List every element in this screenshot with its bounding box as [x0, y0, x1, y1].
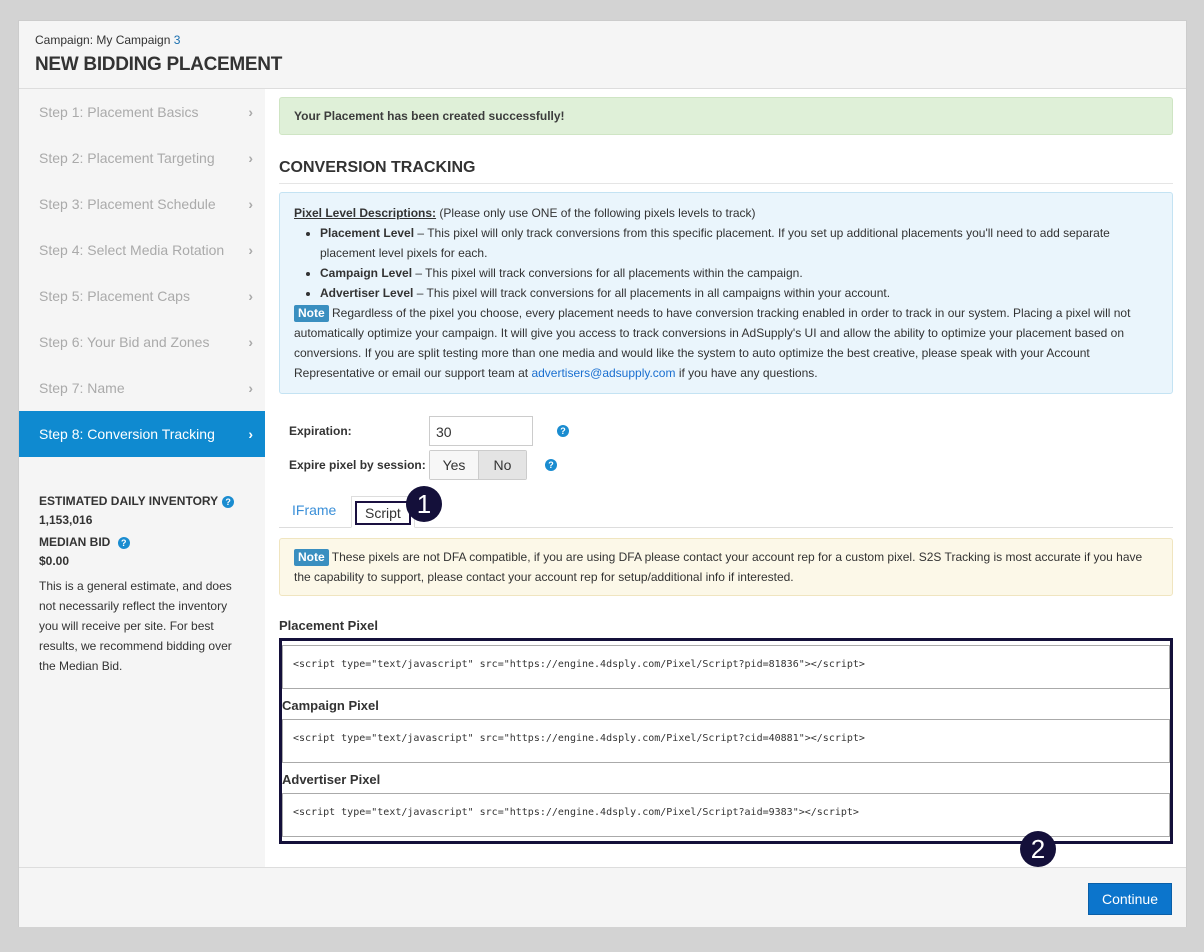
callout-1: 1: [406, 486, 442, 522]
warning-text: These pixels are not DFA compatible, if …: [294, 550, 1143, 584]
expiration-label: Expiration:: [289, 424, 352, 438]
chevron-right-icon: ›: [248, 196, 253, 212]
level-desc: – This pixel will track conversions for …: [412, 266, 803, 280]
estimate-note: This is a general estimate, and does not…: [39, 579, 232, 673]
pixel-code-box: <script type="text/javascript" src="http…: [279, 638, 1173, 867]
chevron-right-icon: ›: [248, 150, 253, 166]
chevron-right-icon: ›: [248, 426, 253, 442]
list-item: Advertiser Level – This pixel will track…: [320, 283, 1158, 303]
continue-button[interactable]: Continue: [1087, 883, 1172, 915]
session-yes-button[interactable]: Yes: [430, 451, 478, 479]
sidebar-step-3[interactable]: Step 3: Placement Schedule ›: [19, 181, 265, 227]
step-label: Step 1: Placement Basics: [39, 104, 199, 120]
list-item: Campaign Level – This pixel will track c…: [320, 263, 1158, 283]
main-content: Your Placement has been created successf…: [279, 97, 1173, 867]
level-term: Campaign Level: [320, 266, 413, 280]
footer: Continue: [19, 867, 1186, 927]
chevron-right-icon: ›: [248, 380, 253, 396]
note-end: if you have any questions.: [675, 366, 818, 380]
pixels-section: Placement Pixel <script type="text/javas…: [279, 618, 1173, 867]
sidebar-step-1[interactable]: Step 1: Placement Basics ›: [19, 89, 265, 135]
step-label: Step 7: Name: [39, 380, 125, 396]
chevron-right-icon: ›: [248, 334, 253, 350]
expiration-input[interactable]: 30: [429, 416, 533, 446]
session-toggle: Yes No: [429, 450, 527, 480]
pixel-level-list: Placement Level – This pixel will only t…: [320, 223, 1158, 303]
note-badge: Note: [294, 305, 329, 322]
page-title: NEW BIDDING PLACEMENT: [35, 54, 283, 75]
help-icon[interactable]: ?: [557, 425, 569, 437]
list-item: Placement Level – This pixel will only t…: [320, 223, 1158, 263]
step-label: Step 8: Conversion Tracking: [39, 426, 215, 442]
help-icon[interactable]: ?: [117, 536, 130, 549]
sidebar: Step 1: Placement Basics › Step 2: Placeme…: [19, 89, 265, 867]
success-alert: Your Placement has been created successf…: [279, 97, 1173, 135]
info-heading-note: (Please only use ONE of the following pi…: [436, 206, 756, 220]
chevron-right-icon: ›: [248, 242, 253, 258]
estimate-panel: ESTIMATED DAILY INVENTORY? 1,153,016 MED…: [19, 494, 265, 676]
inventory-heading: ESTIMATED DAILY INVENTORY?: [39, 494, 245, 508]
note-text: Regardless of the pixel you choose, ever…: [294, 306, 1131, 380]
sidebar-step-5[interactable]: Step 5: Placement Caps ›: [19, 273, 265, 319]
support-email-link[interactable]: advertisers@adsupply.com: [531, 366, 676, 380]
chevron-right-icon: ›: [248, 104, 253, 120]
advertiser-pixel-code[interactable]: <script type="text/javascript" src="http…: [282, 793, 1170, 837]
median-heading: MEDIAN BID ?: [39, 535, 245, 549]
section-title: CONVERSION TRACKING: [279, 159, 1173, 184]
tab-script-label: Script: [355, 501, 411, 525]
header: Campaign: My Campaign 3 NEW BIDDING PLAC…: [19, 21, 1186, 89]
campaign-pixel-label: Campaign Pixel: [282, 698, 379, 713]
sidebar-step-7[interactable]: Step 7: Name ›: [19, 365, 265, 411]
campaign-link[interactable]: 3: [173, 33, 181, 47]
campaign-label: Campaign: My Campaign: [35, 33, 174, 47]
placement-pixel-code[interactable]: <script type="text/javascript" src="http…: [282, 645, 1170, 689]
session-no-button[interactable]: No: [478, 451, 526, 479]
level-desc: – This pixel will only track conversions…: [320, 226, 1110, 260]
inventory-label: ESTIMATED DAILY INVENTORY: [39, 494, 219, 508]
inventory-value: 1,153,016: [39, 513, 93, 527]
tab-iframe[interactable]: IFrame: [292, 502, 337, 518]
sidebar-step-6[interactable]: Step 6: Your Bid and Zones ›: [19, 319, 265, 365]
level-desc: – This pixel will track conversions for …: [413, 286, 891, 300]
chevron-right-icon: ›: [248, 288, 253, 304]
sidebar-step-8[interactable]: Step 8: Conversion Tracking ›: [19, 411, 265, 457]
pixel-settings-form: Expiration: 30 ? Expire pixel by session…: [279, 416, 1173, 480]
pixel-tabs: IFrame Script 1: [279, 486, 1173, 528]
step-label: Step 2: Placement Targeting: [39, 150, 215, 166]
step-label: Step 6: Your Bid and Zones: [39, 334, 210, 350]
median-value: $0.00: [39, 554, 70, 568]
step-list: Step 1: Placement Basics › Step 2: Placeme…: [19, 89, 265, 457]
wizard-panel: Campaign: My Campaign 3 NEW BIDDING PLAC…: [18, 20, 1187, 927]
sidebar-step-4[interactable]: Step 4: Select Media Rotation ›: [19, 227, 265, 273]
advertiser-pixel-label: Advertiser Pixel: [282, 772, 381, 787]
step-label: Step 5: Placement Caps: [39, 288, 190, 304]
help-icon[interactable]: ?: [545, 459, 557, 471]
median-label: MEDIAN BID: [39, 535, 111, 549]
help-icon[interactable]: ?: [222, 495, 235, 508]
level-term: Advertiser Level: [320, 286, 414, 300]
step-label: Step 4: Select Media Rotation: [39, 242, 225, 258]
session-label: Expire pixel by session:: [289, 458, 426, 472]
campaign-breadcrumb: Campaign: My Campaign 3: [35, 33, 1170, 47]
warning-box: Note These pixels are not DFA compatible…: [279, 538, 1173, 596]
level-term: Placement Level: [320, 226, 415, 240]
callout-2: 2: [1020, 831, 1056, 867]
note-badge: Note: [294, 549, 329, 566]
campaign-pixel-code[interactable]: <script type="text/javascript" src="http…: [282, 719, 1170, 763]
sidebar-step-2[interactable]: Step 2: Placement Targeting ›: [19, 135, 265, 181]
info-box: Pixel Level Descriptions: (Please only u…: [279, 192, 1173, 394]
placement-pixel-label: Placement Pixel: [279, 618, 378, 633]
info-heading: Pixel Level Descriptions:: [294, 206, 437, 220]
step-label: Step 3: Placement Schedule: [39, 196, 216, 212]
